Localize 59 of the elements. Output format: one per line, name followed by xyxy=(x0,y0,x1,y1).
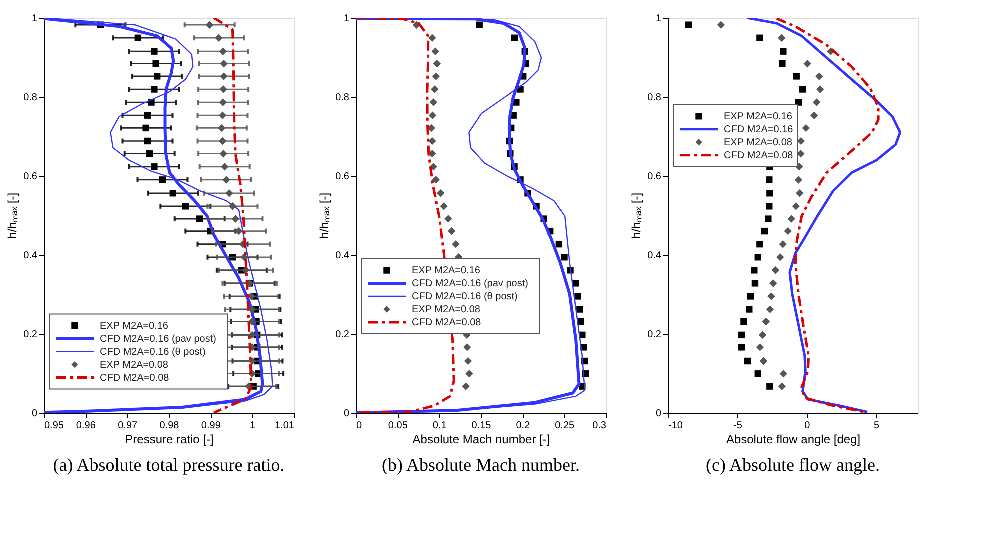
y-tick-label: 0.6 xyxy=(648,172,662,182)
legend-label: CFD M2A=0.08 xyxy=(100,372,170,384)
legend-label: CFD M2A=0.16 (θ post) xyxy=(100,346,206,358)
y-tick-label: 0.2 xyxy=(648,330,662,340)
y-tick-label: 0.4 xyxy=(24,250,38,262)
x-tick-label: 0.3 xyxy=(592,420,607,432)
y-tick-label: 0 xyxy=(656,408,662,420)
x-tick-label: -5 xyxy=(733,420,743,432)
y-tick-label: 0.8 xyxy=(648,92,662,104)
y-tick-label: 0 xyxy=(32,408,38,420)
x-tick-label: 0.2 xyxy=(516,420,531,432)
legend-label: EXP M2A=0.08 xyxy=(724,137,793,148)
x-axis-title: Pressure ratio [-] xyxy=(125,432,214,446)
x-tick-label: 0.97 xyxy=(118,420,138,432)
x-axis-title: Absolute flow angle [deg] xyxy=(726,432,861,446)
x-axis-title: Absolute Mach number [-] xyxy=(412,432,550,446)
x-tick-label: 0.98 xyxy=(160,420,180,432)
legend-label: CFD M2A=0.08 xyxy=(724,150,794,162)
y-tick-label: 0.2 xyxy=(24,330,38,340)
x-tick-label: 0 xyxy=(356,420,362,432)
text: (b) Absolute Mach number. xyxy=(382,455,580,475)
y-axis-title: h/hₘₐₓ [-] xyxy=(630,192,644,240)
text: (a) Absolute total pressure ratio. xyxy=(53,455,285,475)
x-tick-label: 0.95 xyxy=(44,420,64,432)
y-axis-title: h/hₘₐₓ [-] xyxy=(318,192,332,240)
y-tick-label: 0.6 xyxy=(336,172,350,182)
legend-label: EXP M2A=0.08 xyxy=(100,360,169,371)
legend-label: EXP M2A=0.16 xyxy=(100,320,169,332)
legend-label: EXP M2A=0.16 xyxy=(412,266,481,276)
y-tick-label: 0.2 xyxy=(336,330,350,340)
y-tick-label: 0.4 xyxy=(336,250,350,262)
x-tick-label: 0 xyxy=(804,420,811,432)
y-tick-label: 0.8 xyxy=(24,92,38,104)
y-tick-label: 0 xyxy=(344,408,350,420)
x-tick-label: 5 xyxy=(874,420,880,432)
x-tick-label: 0.96 xyxy=(76,420,96,432)
legend-label: CFD M2A=0.16 (θ post) xyxy=(412,292,518,302)
y-axis-title: h/hₘₐₓ [-] xyxy=(6,192,20,240)
x-tick-label: 0.99 xyxy=(201,420,222,432)
y-tick-label: 0.6 xyxy=(24,172,38,182)
y-tick-label: 1 xyxy=(656,14,662,24)
legend-label: CFD M2A=0.08 xyxy=(412,318,482,328)
x-tick-label: 1.01 xyxy=(275,420,295,432)
x-tick-label: 0.25 xyxy=(555,420,575,432)
y-tick-label: 0.4 xyxy=(648,250,662,262)
x-tick-label: 0.15 xyxy=(472,420,492,432)
legend-label: EXP M2A=0.08 xyxy=(412,304,481,316)
legend-label: CFD M2A=0.16 xyxy=(724,124,794,136)
x-tick-label: 0.1 xyxy=(432,420,448,432)
legend-label: EXP M2A=0.16 xyxy=(724,111,793,122)
x-tick-label: 0.05 xyxy=(388,420,408,432)
x-tick-label: -10 xyxy=(668,420,684,432)
x-tick-label: 1 xyxy=(250,420,256,432)
y-tick-label: 1 xyxy=(344,14,350,24)
legend-label: CFD M2A=0.16 (pav post) xyxy=(412,278,528,290)
y-tick-label: 0.8 xyxy=(336,92,350,104)
y-tick-label: 1 xyxy=(32,14,38,24)
legend-label: CFD M2A=0.16 (pav post) xyxy=(100,334,216,345)
text: (c) Absolute flow angle. xyxy=(706,455,880,475)
